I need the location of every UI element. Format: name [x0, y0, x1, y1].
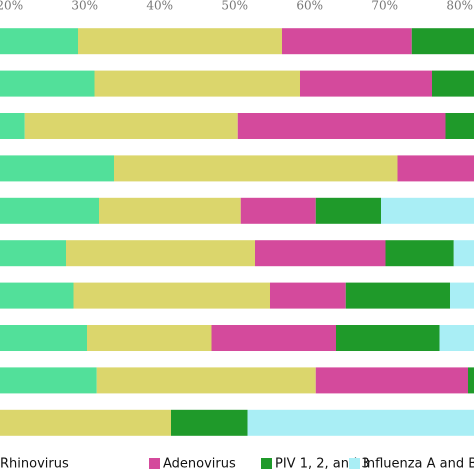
bar-segment: [87, 325, 212, 351]
x-tick-label: 30%: [71, 0, 98, 13]
bar-segment: [385, 240, 454, 267]
bar-segment: [336, 325, 440, 351]
bar-segment: [381, 197, 474, 224]
bar-segment: [270, 282, 346, 309]
bar-segment: [282, 28, 412, 55]
bar-segment: [0, 367, 97, 394]
bar-segment: [240, 197, 316, 224]
bar-segment: [0, 28, 78, 55]
bar-segment: [0, 70, 95, 97]
bar-segment: [114, 155, 398, 182]
bar-segment: [432, 70, 474, 97]
bar-segment: [450, 282, 474, 309]
bar-segment: [0, 197, 99, 224]
x-tick-label: 70%: [371, 0, 398, 13]
bar-segment: [96, 367, 316, 394]
bar-segment: [315, 367, 468, 394]
legend-label: Influenza A and B: [363, 457, 474, 472]
bar-segment: [255, 240, 386, 267]
x-tick-label: 60%: [296, 0, 323, 13]
bar-segment: [73, 282, 270, 309]
bar-segment: [345, 282, 450, 309]
bar-segment: [397, 155, 474, 182]
legend-label: PIV 1, 2, and 3: [275, 457, 370, 472]
bar-segment: [24, 113, 238, 139]
legend-label: Rhinovirus: [0, 457, 69, 472]
bar-segment: [0, 409, 171, 436]
bar-segment: [300, 70, 432, 97]
legend-label: Adenovirus: [163, 457, 236, 472]
bar-segment: [0, 155, 114, 182]
bar-segment: [0, 113, 25, 139]
bar-segment: [78, 28, 282, 55]
bar-segment: [247, 409, 474, 436]
x-tick-label: 80%: [446, 0, 473, 13]
bar-segment: [439, 325, 474, 351]
legend-swatch: [261, 458, 272, 469]
bar-segment: [0, 240, 66, 267]
bar-segment: [411, 28, 474, 55]
bar-segment: [0, 325, 87, 351]
bar-segment: [445, 113, 474, 139]
bar-segment: [66, 240, 255, 267]
bar-segment: [237, 113, 446, 139]
bar-segment: [453, 240, 474, 267]
bar-segment: [315, 197, 381, 224]
x-tick-label: 50%: [221, 0, 248, 13]
bar-segment: [171, 409, 248, 436]
bar-segment: [94, 70, 300, 97]
bar-segment: [99, 197, 241, 224]
bar-segment: [0, 282, 74, 309]
x-tick-label: 20%: [0, 0, 23, 13]
bar-segment: [468, 367, 474, 394]
x-tick-label: 40%: [146, 0, 173, 13]
legend-swatch: [349, 458, 360, 469]
bar-segment: [211, 325, 336, 351]
legend-swatch: [149, 458, 160, 469]
